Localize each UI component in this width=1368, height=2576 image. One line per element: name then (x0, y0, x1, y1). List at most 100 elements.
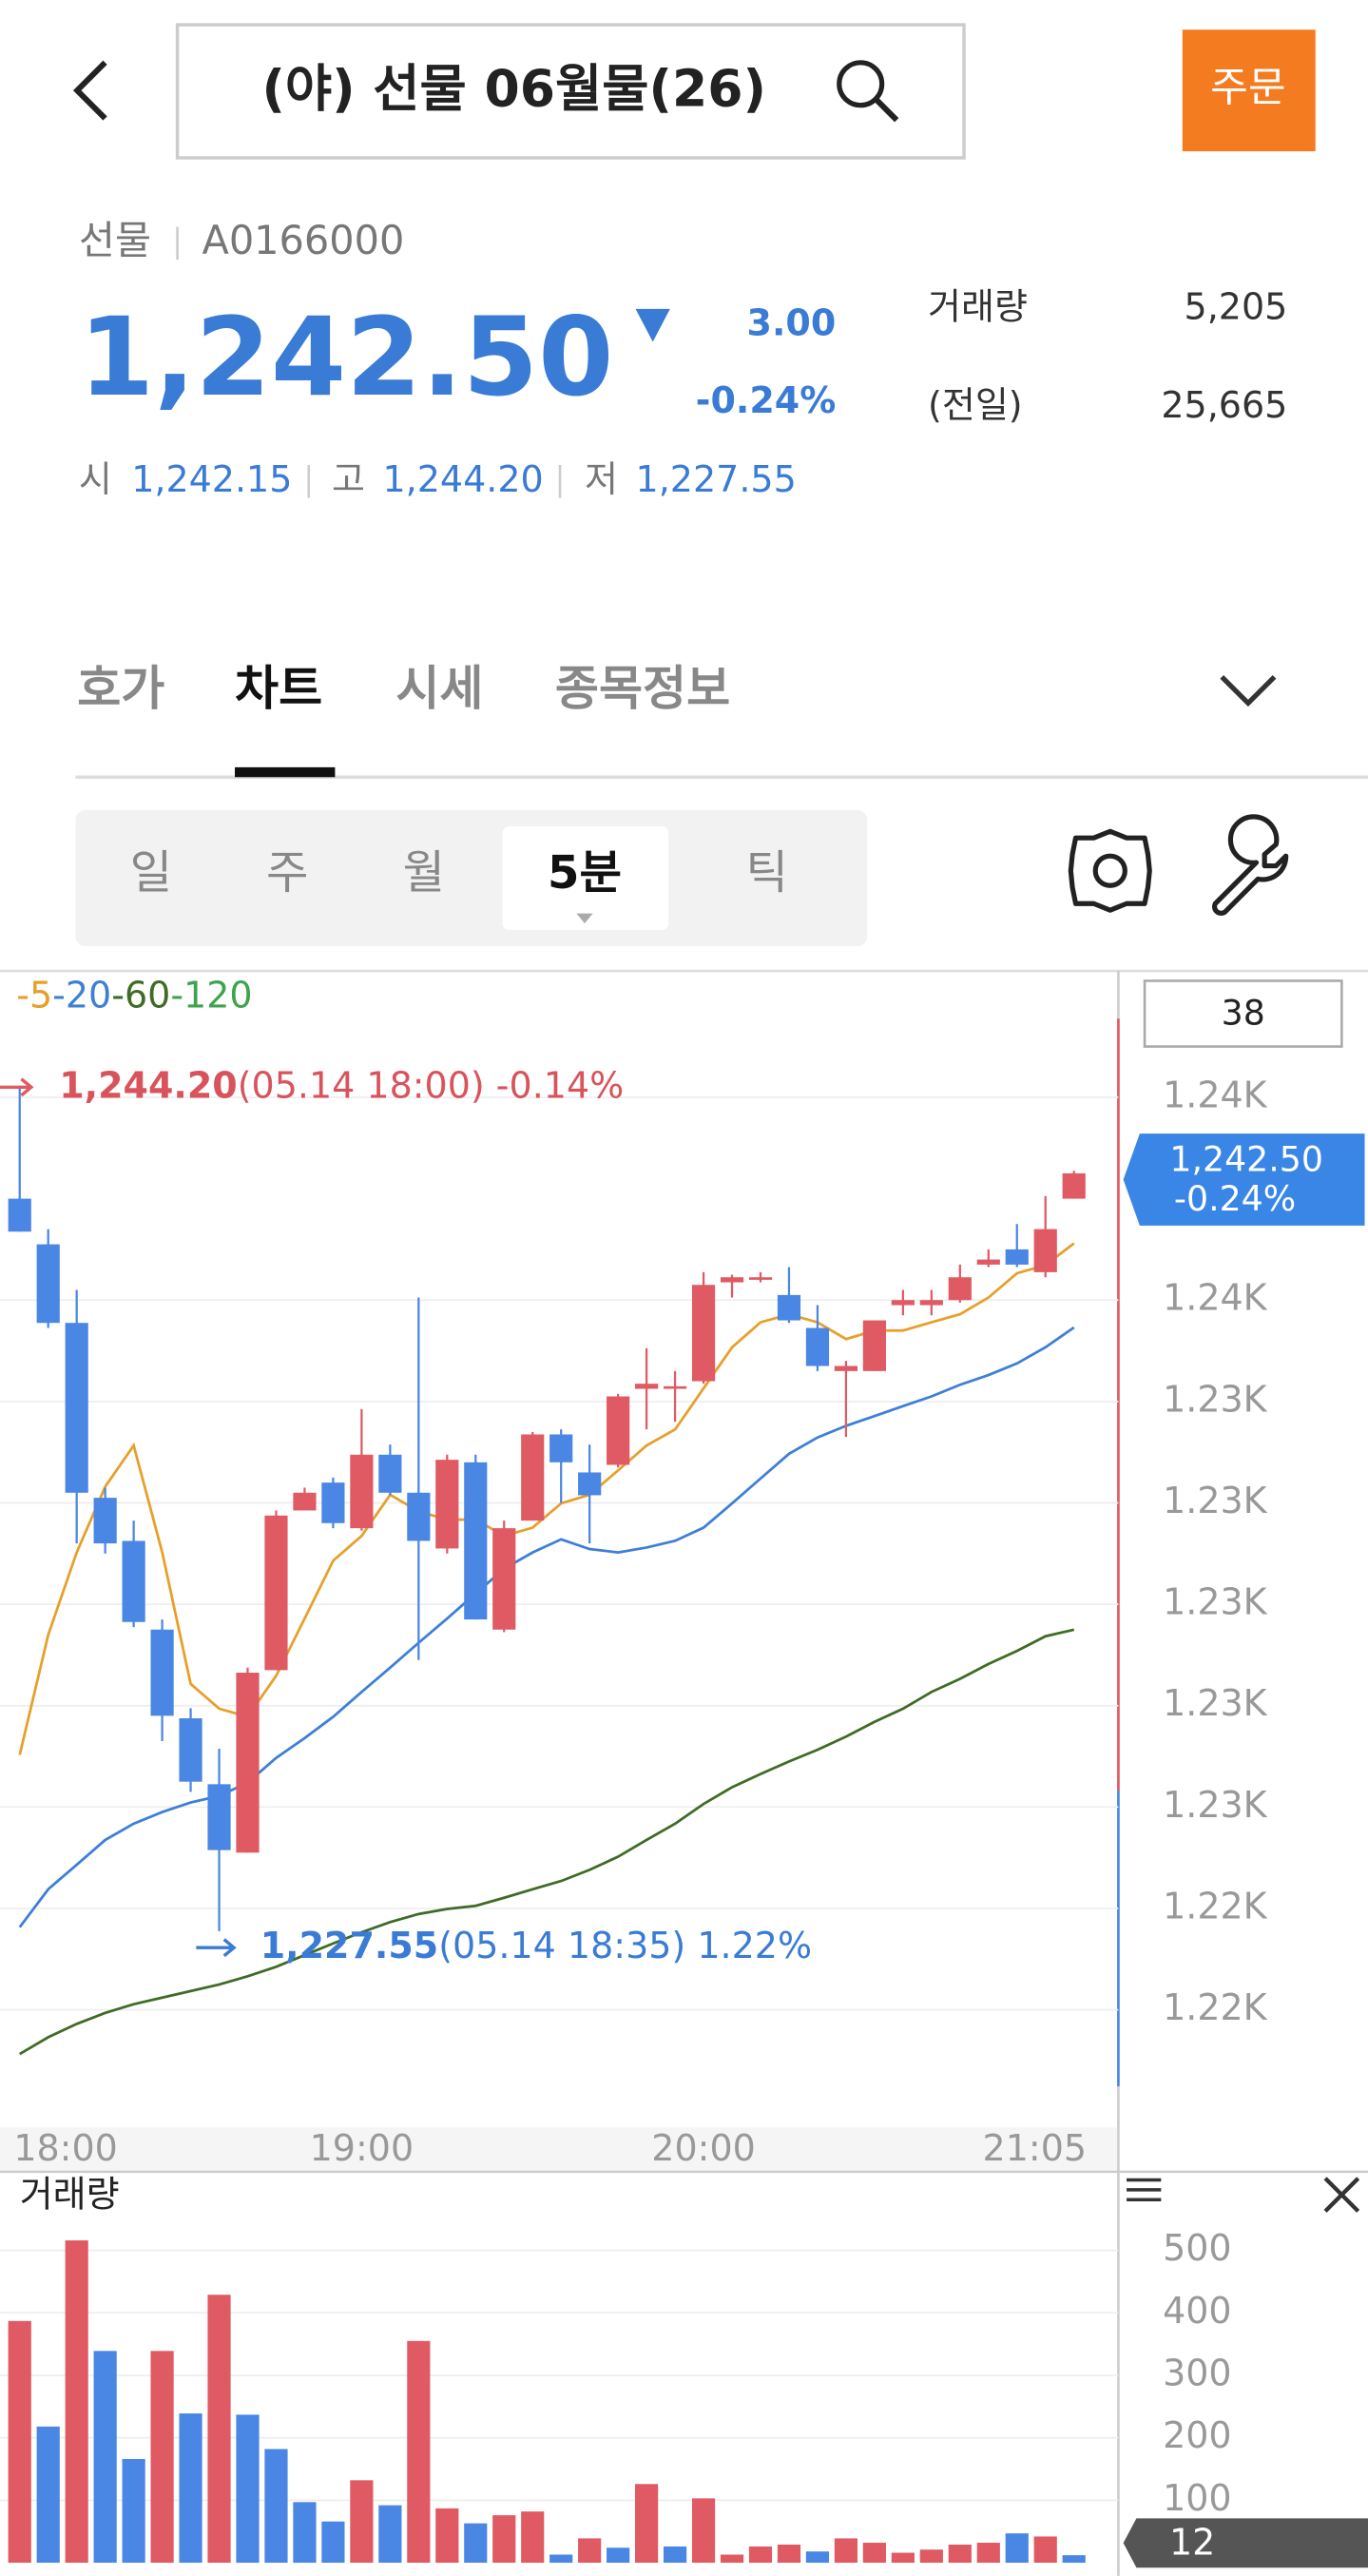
volume-bar (891, 2552, 915, 2564)
y-tick-label: 1.23K (1163, 1480, 1268, 1521)
volume-menu[interactable] (1127, 2178, 1162, 2201)
high-label: 고 (332, 458, 365, 500)
x-tick-label: 19:00 (310, 2127, 414, 2169)
candle-body (521, 1434, 545, 1521)
volume-value: 5,205 (1185, 285, 1288, 327)
tab[interactable]: 시세 (395, 661, 483, 716)
candle-body (1033, 1229, 1057, 1272)
candle-body (65, 1323, 88, 1493)
period-selected-label[interactable]: 5분 (548, 846, 622, 900)
volume-bar (36, 2426, 60, 2564)
last-price: 1,242.50 (1169, 1138, 1323, 1179)
settings-icon[interactable] (1068, 828, 1152, 913)
code: A0166000 (202, 218, 404, 263)
volume-bar (179, 2413, 202, 2564)
candle-body (236, 1673, 260, 1853)
volume-bar (236, 2414, 260, 2564)
period-bar (75, 809, 868, 947)
y-tick-label: 1.24K (1163, 1074, 1268, 1115)
low-label: 저 (585, 458, 618, 500)
volume-bar (464, 2523, 488, 2564)
volume-bar (663, 2546, 687, 2564)
volume-bar (834, 2538, 858, 2564)
candle-body (635, 1384, 659, 1389)
candle-body (976, 1259, 1000, 1265)
gear-hub (1092, 853, 1127, 888)
period[interactable]: 틱 (745, 846, 788, 900)
x-tick-label: 20:00 (651, 2127, 756, 2169)
high-detail: (05.14 18:00) -0.14% (238, 1064, 625, 1106)
volume-bar (948, 2544, 972, 2564)
back-button[interactable] (72, 60, 107, 121)
search-icon[interactable] (837, 60, 885, 108)
candle-body (207, 1784, 231, 1850)
y-tick-label: 1.22K (1163, 1986, 1268, 2028)
candle-body (691, 1285, 716, 1382)
x-axis-band (0, 2127, 1119, 2171)
candle-body (350, 1454, 374, 1529)
change: 3.00 (747, 302, 837, 344)
tab-selected[interactable]: 차트 (235, 661, 322, 716)
volume-bar (777, 2544, 801, 2564)
period[interactable]: 주 (266, 846, 309, 900)
volume-label: 거래량 (928, 285, 1028, 327)
y-tick-label: 500 (1163, 2227, 1232, 2269)
candle-body (93, 1498, 117, 1544)
legend-entry: -120 (170, 974, 252, 1016)
moving-average (19, 1628, 1075, 2056)
candle-body (464, 1462, 488, 1620)
candle-body (1062, 1172, 1086, 1199)
y-tick-label: 1.23K (1163, 1682, 1268, 1724)
candle-body (264, 1515, 288, 1671)
low-marker: 1,227.55(05.14 18:35) 1.22% (260, 1925, 812, 1966)
tool-icon[interactable] (1212, 814, 1289, 916)
volume-close[interactable] (1323, 2177, 1360, 2213)
candle-body (578, 1472, 602, 1496)
candle-body (777, 1294, 801, 1321)
volume-bar (1033, 2536, 1057, 2564)
volume-bar (264, 2449, 288, 2564)
tab[interactable]: 호가 (77, 661, 164, 716)
legend: -5-20-60-120 (16, 974, 252, 1016)
volume-bar (321, 2521, 345, 2564)
candle-body (179, 1718, 202, 1782)
volume-bar (549, 2554, 573, 2564)
volume-bar (578, 2538, 602, 2564)
search-box[interactable] (175, 23, 966, 160)
order-button[interactable] (1182, 29, 1316, 152)
high-price: 1,244.20 (59, 1064, 238, 1106)
period-selected (502, 826, 669, 930)
legend-entry: -20 (52, 974, 111, 1016)
volume-bar (748, 2546, 773, 2564)
period[interactable]: 월 (402, 846, 444, 900)
low-value: 1,227.55 (636, 458, 797, 500)
moving-average (18, 1326, 1075, 1928)
y-tick-label: 1.24K (1163, 1277, 1268, 1319)
market: 선물 (79, 218, 151, 263)
change-pct: -0.24% (696, 379, 837, 421)
legend-entry: -5 (16, 974, 52, 1016)
search-icon-handle (875, 98, 899, 123)
volume-bar (150, 2351, 174, 2564)
order-label: 주문 (1210, 65, 1285, 112)
candle-body (8, 1198, 31, 1232)
volume-bar (862, 2543, 886, 2564)
volume-bar (1062, 2555, 1086, 2564)
count-box[interactable] (1143, 979, 1343, 1048)
candle-body (492, 1528, 516, 1630)
volume-bar (207, 2295, 231, 2564)
prev-volume-value: 25,665 (1161, 384, 1287, 426)
period[interactable]: 일 (130, 846, 173, 900)
close-line (1323, 2177, 1360, 2213)
y-tick-label: 100 (1163, 2477, 1232, 2519)
candle-body (36, 1244, 60, 1324)
candle-body (1005, 1249, 1029, 1265)
tab[interactable]: 종목정보 (555, 661, 730, 716)
volume-bar (122, 2458, 145, 2564)
volume-bar (919, 2549, 943, 2564)
expand-tabs[interactable] (1220, 675, 1277, 707)
candle-body (321, 1482, 345, 1523)
candle-body (607, 1396, 630, 1465)
moving-average (18, 1242, 1075, 1755)
